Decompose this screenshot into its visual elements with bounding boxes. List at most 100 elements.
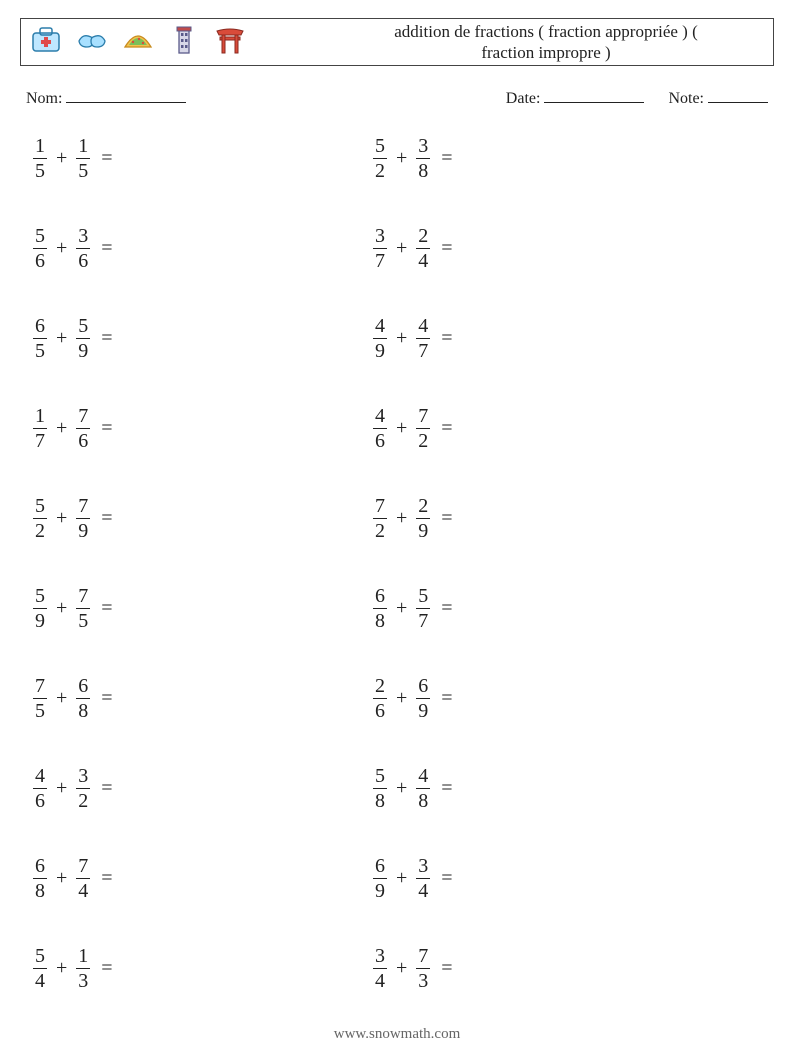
equals-sign: = [93,327,112,350]
numerator: 7 [76,496,90,518]
numerator: 5 [33,586,47,608]
operator-plus: + [50,867,73,890]
fraction: 52 [373,136,387,181]
denominator: 5 [33,159,47,181]
denominator: 7 [373,249,387,271]
fraction: 75 [33,676,47,721]
operator-plus: + [50,957,73,980]
equals-sign: = [93,687,112,710]
fraction: 15 [33,136,47,181]
denominator: 6 [33,249,47,271]
denominator: 6 [76,249,90,271]
equals-sign: = [433,417,452,440]
goggles-icon [75,23,109,62]
problem: 26+69= [370,676,710,720]
worksheet-title: addition de fractions ( fraction appropr… [247,21,765,64]
date-blank[interactable] [544,86,644,103]
denominator: 4 [76,879,90,901]
denominator: 5 [33,339,47,361]
denominator: 6 [373,429,387,451]
problem: 46+72= [370,406,710,450]
denominator: 8 [76,699,90,721]
problem: 46+32= [30,766,370,810]
denominator: 2 [416,429,430,451]
denominator: 6 [373,699,387,721]
operator-plus: + [50,417,73,440]
equals-sign: = [433,237,452,260]
numerator: 5 [33,496,47,518]
numerator: 7 [416,946,430,968]
fraction: 26 [373,676,387,721]
title-line-1: addition de fractions ( fraction appropr… [394,22,698,41]
operator-plus: + [390,597,413,620]
problem: 54+13= [30,946,370,990]
problem: 52+79= [30,496,370,540]
operator-plus: + [50,777,73,800]
denominator: 4 [373,969,387,991]
numerator: 1 [76,136,90,158]
fraction: 38 [416,136,430,181]
numerator: 3 [76,226,90,248]
first-aid-icon [29,23,63,62]
numerator: 3 [416,136,430,158]
fraction: 73 [416,946,430,991]
denominator: 2 [33,519,47,541]
fraction: 69 [373,856,387,901]
problem: 34+73= [370,946,710,990]
numerator: 3 [76,766,90,788]
fraction: 47 [416,316,430,361]
problems-grid: 15+15=52+38=56+36=37+24=65+59=49+47=17+7… [20,136,774,990]
denominator: 4 [416,879,430,901]
equals-sign: = [93,597,112,620]
numerator: 2 [373,676,387,698]
numerator: 6 [373,586,387,608]
numerator: 5 [416,586,430,608]
numerator: 6 [33,856,47,878]
meta-date: Date: [506,86,645,108]
equals-sign: = [433,507,452,530]
problem: 75+68= [30,676,370,720]
numerator: 4 [416,316,430,338]
operator-plus: + [390,237,413,260]
operator-plus: + [50,597,73,620]
nom-blank[interactable] [66,86,186,103]
denominator: 4 [416,249,430,271]
denominator: 8 [373,789,387,811]
fraction: 34 [416,856,430,901]
nom-label: Nom: [26,90,62,107]
denominator: 3 [76,969,90,991]
fraction: 57 [416,586,430,631]
equals-sign: = [433,957,452,980]
fraction: 68 [76,676,90,721]
fraction: 17 [33,406,47,451]
denominator: 7 [416,339,430,361]
denominator: 9 [76,519,90,541]
numerator: 3 [416,856,430,878]
denominator: 6 [33,789,47,811]
operator-plus: + [390,687,413,710]
fraction: 56 [33,226,47,271]
denominator: 9 [76,339,90,361]
note-blank[interactable] [708,86,768,103]
problem: 17+76= [30,406,370,450]
fraction: 58 [373,766,387,811]
denominator: 5 [76,609,90,631]
denominator: 2 [373,519,387,541]
denominator: 8 [416,789,430,811]
problem: 68+57= [370,586,710,630]
problem: 52+38= [370,136,710,180]
fraction: 29 [416,496,430,541]
fraction: 65 [33,316,47,361]
operator-plus: + [390,957,413,980]
fraction: 59 [76,316,90,361]
operator-plus: + [50,507,73,530]
numerator: 2 [416,226,430,248]
meta-nom: Nom: [26,86,506,108]
fraction: 34 [373,946,387,991]
operator-plus: + [390,777,413,800]
equals-sign: = [433,687,452,710]
fraction: 54 [33,946,47,991]
problem: 69+34= [370,856,710,900]
fraction: 74 [76,856,90,901]
fraction: 72 [373,496,387,541]
